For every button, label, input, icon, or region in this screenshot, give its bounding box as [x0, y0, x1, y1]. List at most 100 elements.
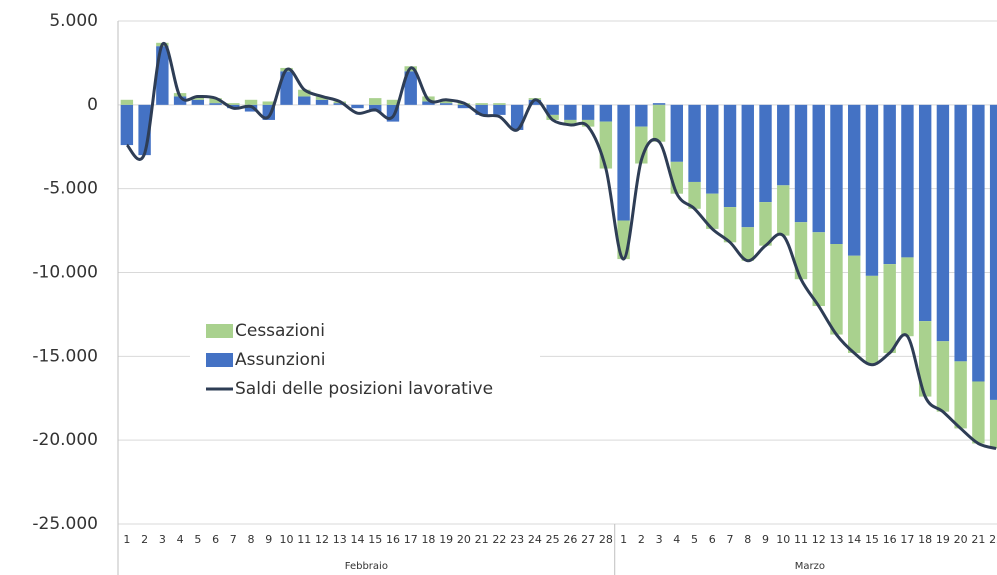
x-tick-label: 9	[762, 533, 769, 546]
bar	[244, 99, 258, 105]
bar	[262, 101, 275, 105]
x-tick-label: 12	[812, 533, 826, 546]
x-tick-label: 2	[141, 533, 148, 546]
y-tick-label: -20.000	[32, 430, 98, 450]
bar	[972, 104, 985, 382]
bar	[564, 119, 577, 125]
x-tick-label: 15	[368, 533, 382, 546]
x-tick-label: 5	[691, 533, 698, 546]
x-tick-label: 5	[194, 533, 201, 546]
x-tick-label: 22	[492, 533, 506, 546]
x-tick-label: 19	[439, 533, 453, 546]
bar	[901, 257, 914, 337]
bar	[670, 104, 684, 162]
x-tick-label: 7	[727, 533, 734, 546]
bar	[191, 96, 205, 100]
bar	[191, 99, 205, 105]
bar	[848, 255, 861, 353]
bar	[989, 399, 997, 449]
y-tick-label: -15.000	[32, 346, 98, 366]
y-tick-label: 5.000	[49, 11, 98, 31]
x-tick-label: 10	[280, 533, 294, 546]
x-tick-label: 28	[599, 533, 613, 546]
y-tick-label: -25.000	[32, 514, 98, 534]
x-tick-label: 20	[457, 533, 471, 546]
bar	[475, 104, 488, 115]
bar	[156, 46, 169, 105]
y-tick-label: -10.000	[32, 263, 98, 283]
x-tick-label: 24	[528, 533, 542, 546]
bar	[989, 104, 997, 400]
bar	[723, 104, 737, 208]
bar	[581, 119, 595, 127]
bar	[227, 104, 240, 109]
x-tick-label: 9	[265, 533, 272, 546]
bar	[741, 227, 754, 261]
bar	[599, 121, 613, 169]
x-tick-label: 21	[475, 533, 489, 546]
bar	[369, 104, 382, 112]
bar	[918, 104, 932, 322]
x-tick-label: 22	[989, 533, 997, 546]
bar	[865, 275, 879, 365]
bar	[546, 114, 559, 120]
bar	[972, 381, 985, 444]
y-tick-label: 0	[87, 95, 98, 115]
bar	[794, 222, 808, 280]
bar	[493, 104, 506, 115]
bar	[298, 96, 311, 105]
group-label: Marzo	[795, 561, 825, 572]
bar	[830, 243, 843, 335]
x-tick-label: 13	[333, 533, 347, 546]
x-tick-label: 20	[954, 533, 968, 546]
bar	[812, 104, 825, 233]
legend-swatch	[206, 353, 233, 367]
x-tick-label: 21	[971, 533, 985, 546]
bar	[901, 104, 914, 258]
x-tick-label: 6	[212, 533, 219, 546]
x-tick-label: 14	[350, 533, 364, 546]
bar	[954, 104, 967, 362]
bar	[688, 181, 701, 209]
bar	[706, 104, 719, 194]
x-tick-label: 15	[865, 533, 879, 546]
bar	[848, 104, 861, 256]
bar	[209, 103, 222, 105]
bar	[759, 202, 772, 246]
bar	[883, 104, 896, 265]
bar	[581, 104, 595, 120]
bar	[777, 104, 790, 186]
bar	[351, 104, 364, 109]
bar	[688, 104, 701, 182]
x-tick-label: 8	[744, 533, 751, 546]
x-tick-label: 8	[248, 533, 255, 546]
bar	[333, 103, 346, 105]
bar	[120, 104, 134, 146]
bar	[227, 103, 240, 105]
bar	[120, 99, 134, 105]
bar	[439, 99, 453, 104]
legend-swatch	[206, 324, 233, 338]
bar	[173, 96, 187, 105]
bar	[883, 264, 896, 353]
bar	[706, 193, 719, 229]
bar	[617, 104, 630, 221]
x-tick-label: 23	[510, 533, 524, 546]
legend-label: Assunzioni	[235, 350, 325, 370]
group-label: Febbraio	[345, 561, 388, 572]
bar	[404, 71, 417, 105]
bar	[830, 104, 843, 244]
bar	[794, 104, 808, 223]
bar	[936, 104, 950, 342]
bar	[936, 341, 950, 412]
x-tick-label: 25	[546, 533, 560, 546]
bar	[812, 232, 825, 307]
bar	[315, 96, 329, 100]
x-tick-label: 1	[620, 533, 627, 546]
x-tick-label: 1	[123, 533, 130, 546]
bar	[244, 104, 258, 112]
x-tick-label: 17	[900, 533, 914, 546]
x-tick-label: 2	[638, 533, 645, 546]
x-tick-label: 12	[315, 533, 329, 546]
